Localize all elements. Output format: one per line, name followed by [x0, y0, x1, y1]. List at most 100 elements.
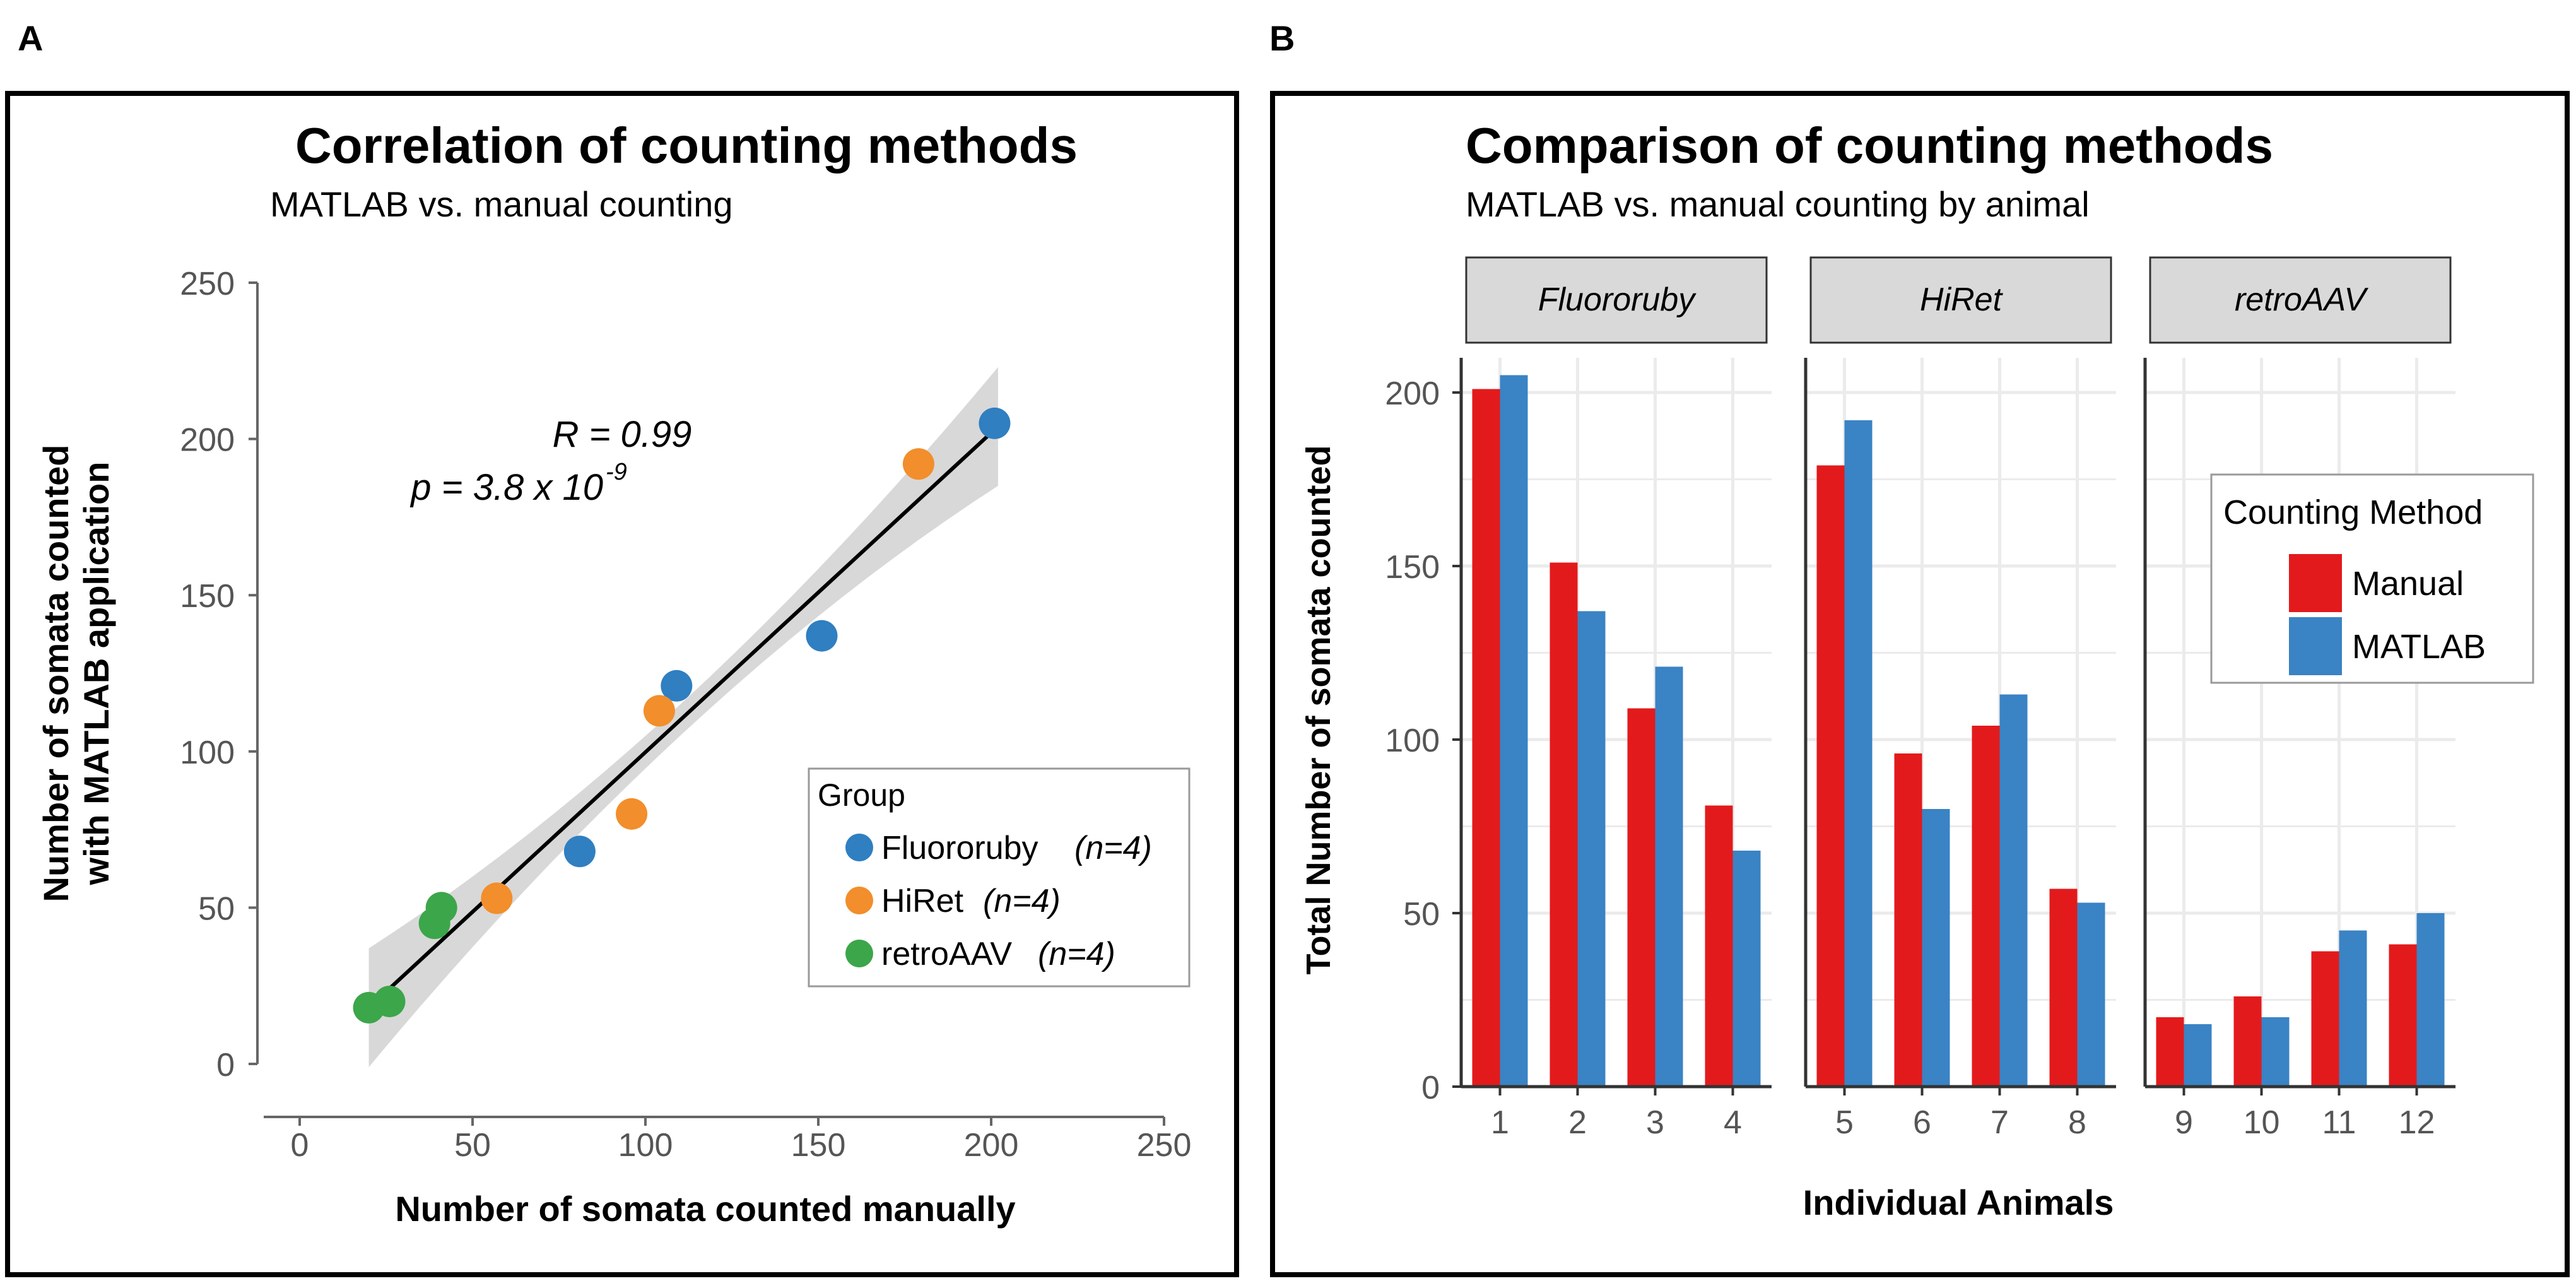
x-tick-label: 1 [1491, 1104, 1509, 1141]
y-tick-label: 150 [180, 578, 235, 615]
legend-n-retroaav: (n=4) [1038, 936, 1115, 972]
y-tick-label: 250 [180, 266, 235, 302]
facet-strip-label: Fluororuby [1538, 281, 1697, 318]
y-axis-title-line-1: Number of somata counted [36, 445, 76, 902]
x-tick-label: 100 [618, 1127, 673, 1164]
bar-manual [1627, 708, 1656, 1087]
x-axis-title: Individual Animals [1803, 1183, 2114, 1222]
legend-label-fluororuby: Fluororuby [881, 830, 1038, 866]
scatter-points [353, 407, 1011, 1024]
point-hiret [902, 448, 934, 480]
bar-matlab [1500, 375, 1528, 1087]
legend-key-hiret [845, 887, 873, 914]
panel-a-text: 0 50 100 150 200 250 0 50 100 150 200 250 Number of … [36, 266, 1191, 1229]
panel-a-frame [5, 91, 1239, 1277]
point-hiret [616, 798, 648, 830]
y-tick-label: 0 [1421, 1070, 1440, 1106]
y-tick-label: 50 [198, 890, 235, 927]
x-tick-label: 9 [2175, 1104, 2193, 1141]
panel-a-label: A [18, 18, 43, 58]
y-tick-label: 50 [1403, 896, 1440, 933]
bar-manual [2233, 996, 2262, 1087]
x-tick-label: 150 [791, 1127, 846, 1164]
point-fluororuby [979, 407, 1011, 439]
x-tick-label: 4 [1724, 1104, 1742, 1141]
bar-manual [1894, 753, 1922, 1087]
legend-label-manual: Manual [2352, 565, 2464, 603]
x-tick-label: 6 [1913, 1104, 1931, 1141]
facet-strip [1809, 256, 2112, 344]
legend-key-manual [2289, 554, 2342, 612]
y-tick-label: 200 [1385, 375, 1440, 412]
x-tick-label: 11 [2322, 1104, 2356, 1141]
bar-manual [2156, 1017, 2184, 1087]
point-fluororuby [563, 835, 596, 868]
y-tick-label: 100 [1385, 723, 1440, 759]
legend-n-hiret: (n=4) [983, 883, 1061, 919]
x-tick-label: 0 [291, 1127, 309, 1164]
bar-matlab [1999, 694, 2028, 1087]
method-legend-box [2210, 473, 2534, 684]
legend-title: Group [818, 777, 905, 813]
legend-group: Group Fluororuby (n=4) HiRet (n=4) retroAAV (… [808, 767, 1191, 988]
bar-matlab [1732, 851, 1761, 1087]
facet-strip-label: HiRet [1920, 281, 2004, 318]
panel-a-axes [249, 281, 1165, 1126]
bar-manual [2389, 944, 2417, 1087]
bar-matlab [1844, 420, 1873, 1087]
panel-b-subtitle: MATLAB vs. manual counting by animal [1466, 184, 2090, 224]
facet-strip [1465, 256, 1768, 344]
bar-manual [1705, 805, 1733, 1087]
point-fluororuby [806, 620, 838, 652]
legend-label-hiret: HiRet [881, 883, 964, 919]
bar-matlab [1577, 611, 1606, 1087]
panel-a-title: Correlation of counting methods [295, 117, 1078, 174]
panel-b: B Comparison of counting methods MATLAB … [1269, 18, 2570, 1277]
point-fluororuby [661, 670, 693, 702]
legend-key-matlab [2289, 617, 2342, 675]
bar-matlab [2416, 913, 2445, 1087]
x-tick-label: 5 [1835, 1104, 1854, 1141]
bar-matlab [2077, 902, 2105, 1087]
x-tick-label: 200 [964, 1127, 1019, 1164]
regression-line [367, 425, 999, 1010]
x-tick-label: 8 [2068, 1104, 2086, 1141]
r-value: R = 0.99 [553, 414, 692, 455]
x-tick-label: 10 [2244, 1104, 2280, 1141]
bar-manual [1472, 389, 1500, 1087]
legend-n-fluororuby: (n=4) [1074, 830, 1152, 866]
bar-manual [2311, 951, 2339, 1087]
bar-manual [1816, 465, 1845, 1087]
x-tick-label: 2 [1568, 1104, 1587, 1141]
bar-manual [2049, 888, 2078, 1087]
y-tick-label: 150 [1385, 549, 1440, 586]
point-hiret [643, 695, 675, 727]
x-tick-label: 12 [2399, 1104, 2435, 1141]
method-legend: Counting Method Manual MATLAB [2210, 473, 2534, 684]
facet-strip-label: retroAAV [2235, 281, 2368, 318]
facet-retroaav: retroAAV 9 10 11 12 [2143, 256, 2455, 1141]
bar-manual [1972, 726, 2000, 1087]
y-tick-label: 200 [180, 422, 235, 459]
panel-b-label: B [1269, 18, 1295, 58]
x-tick-label: 250 [1137, 1127, 1192, 1164]
y-tick-label: 0 [216, 1047, 235, 1083]
legend-label-retroaav: retroAAV [881, 936, 1012, 972]
legend-key-fluororuby [845, 834, 873, 861]
panel-a-subtitle: MATLAB vs. manual counting [270, 184, 733, 224]
panel-a: A Correlation of counting methods MATLAB… [5, 18, 1239, 1277]
panel-b-title: Comparison of counting methods [1466, 117, 2273, 174]
y-axis-title: Total Number of somata counted [1300, 445, 1338, 974]
bar-matlab [1922, 809, 1950, 1087]
confidence-band [367, 367, 999, 1067]
point-hiret [481, 882, 513, 914]
facet-fluororuby: Fluororuby 1 2 3 4 [1459, 256, 1772, 1141]
legend-key-retroaav [845, 940, 873, 967]
bar-matlab [2339, 930, 2367, 1087]
y-tick-label: 100 [180, 735, 235, 771]
correlation-annotation: R = 0.99 p = 3.8 x 10 -9 [409, 414, 691, 508]
point-retroaav [418, 907, 450, 940]
x-axis-title: Number of somata counted manually [395, 1189, 1015, 1229]
